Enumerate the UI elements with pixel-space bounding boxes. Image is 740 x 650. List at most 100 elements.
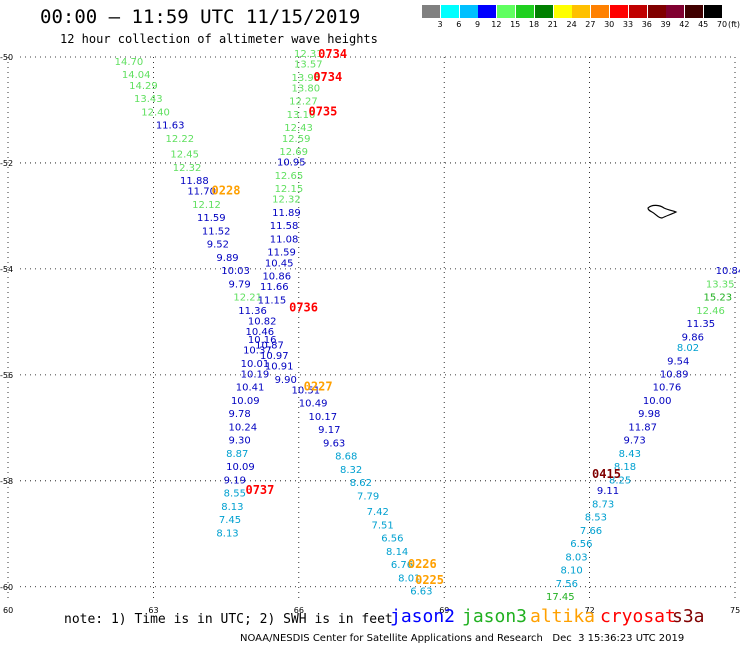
wave-height-value: 12.15	[275, 184, 304, 195]
color-scale-label: 15	[510, 20, 521, 29]
wave-height-value: 9.89	[216, 253, 238, 264]
wave-height-value: 9.73	[624, 436, 646, 447]
wave-height-value: 13.57	[294, 60, 323, 71]
wave-height-value: 9.79	[229, 279, 251, 290]
wave-height-value: 12.27	[289, 97, 318, 108]
color-scale-label: 12	[491, 20, 502, 29]
y-tick-label: -50	[0, 53, 13, 62]
wave-height-value: 13.43	[134, 94, 163, 105]
wave-height-value: 9.78	[229, 409, 251, 420]
wave-height-value: 6.56	[381, 534, 403, 545]
wave-height-value: 17.45	[546, 592, 575, 603]
wave-height-value: 8.73	[592, 499, 614, 510]
x-tick-label: 63	[148, 606, 158, 615]
y-tick-label: -58	[0, 477, 13, 486]
color-scale-label: 42	[679, 20, 690, 29]
wave-height-value: 12.69	[279, 147, 308, 158]
axis-ticks: 60 63 66 69 72 75 -50 -52 -54 -56 -58 -60	[0, 53, 740, 615]
satellite-legend-jason3: jason3	[462, 606, 528, 627]
color-scale-label: 27	[585, 20, 596, 29]
pass-time-label: 0226	[408, 557, 437, 571]
wave-height-value: 6.56	[570, 539, 592, 550]
wave-height-value: 12.21	[233, 293, 262, 304]
color-scale-swatch	[591, 5, 610, 18]
wave-height-value: 8.55	[224, 489, 246, 500]
wave-height-value: 14.04	[122, 70, 151, 81]
wave-height-value: 8.43	[619, 449, 641, 460]
wave-height-value: 12.22	[166, 134, 195, 145]
wave-height-value: 8.13	[216, 528, 238, 539]
satellite-legend-jason2: jason2	[390, 606, 456, 627]
wave-height-value: 11.52	[202, 226, 231, 237]
wave-height-value: 10.17	[308, 412, 337, 423]
pass-time-label: 0228	[212, 184, 241, 198]
wave-height-value: 10.03	[221, 266, 250, 277]
pass-time-label: 0227	[304, 380, 333, 394]
color-scale-unit: (ft)	[728, 20, 740, 29]
pass-time-label: 0225	[415, 573, 444, 587]
wave-height-value: 9.17	[318, 425, 340, 436]
island-outline	[647, 204, 678, 219]
x-tick-label: 66	[294, 606, 304, 615]
pass-time-layer: 0734 0734 0735 0228 0736 0227 0737 0226 0225 0415	[212, 47, 621, 587]
wave-height-value: 12.65	[275, 171, 304, 182]
y-tick-label: -54	[0, 265, 13, 274]
color-scale-swatch	[440, 5, 459, 18]
x-tick-label: 69	[439, 606, 449, 615]
wave-height-value: 8.68	[335, 452, 357, 463]
color-scale-swatch	[497, 5, 516, 18]
color-scale-label: 9	[475, 20, 481, 29]
pass-time-label: 0734	[313, 70, 342, 84]
wave-height-value: 12.59	[282, 134, 311, 145]
pass-time-label: 0737	[245, 483, 274, 497]
wave-height-value: 10.41	[236, 383, 265, 394]
wave-height-value: 8.03	[565, 552, 587, 563]
map-subtitle: 12 hour collection of altimeter wave hei…	[60, 32, 378, 46]
wave-height-value: 14.70	[115, 57, 144, 68]
wave-height-value: 12.12	[192, 200, 221, 211]
wave-height-value: 7.56	[556, 579, 578, 590]
wave-height-value: 7.45	[219, 515, 241, 526]
color-scale-swatch	[534, 5, 553, 18]
color-scale-label: 30	[604, 20, 615, 29]
color-scale-swatch	[685, 5, 704, 18]
color-scale-swatch	[704, 5, 722, 18]
color-scale-label: 18	[528, 20, 540, 29]
wave-height-value: 12.32	[173, 163, 202, 174]
wave-height-value: 8.25	[609, 475, 631, 486]
wave-height-value: 11.08	[270, 234, 299, 245]
color-scale-swatch	[422, 5, 440, 18]
color-scale-label: 36	[641, 20, 652, 29]
color-scale-swatch	[628, 5, 647, 18]
wave-height-value: 10.91	[265, 362, 294, 373]
wave-height-value: 10.46	[245, 327, 274, 338]
color-scale-label: 45	[698, 20, 709, 29]
color-scale-swatch	[647, 5, 666, 18]
wave-height-value: 11.66	[260, 282, 289, 293]
map-title: 00:00 – 11:59 UTC 11/15/2019	[40, 6, 361, 28]
wave-height-value: 10.49	[299, 399, 328, 410]
wave-height-value: 13.93	[292, 73, 321, 84]
wave-height-value: 10.24	[229, 422, 258, 433]
wave-height-value: 10.89	[660, 370, 689, 381]
x-tick-label: 72	[585, 606, 595, 615]
x-tick-label: 75	[730, 606, 740, 615]
wave-height-value: 7.66	[580, 526, 602, 537]
color-scale-swatch	[572, 5, 591, 18]
wave-height-value: 10.95	[277, 158, 306, 169]
wave-height-value: 10.87	[255, 340, 284, 351]
wave-height-value: 11.58	[270, 221, 299, 232]
pass-time-label: 0415	[592, 467, 621, 481]
wave-height-value: 11.35	[687, 319, 716, 330]
wave-height-value: 11.87	[628, 422, 657, 433]
wave-height-value: 11.89	[272, 208, 301, 219]
wave-height-value: 10.76	[653, 383, 682, 394]
color-scale-label: 6	[456, 20, 462, 29]
wave-height-value: 10.16	[248, 335, 277, 346]
footer-credit: NOAA/NESDIS Center for Satellite Applica…	[240, 633, 685, 644]
wave-height-value: 10.37	[243, 346, 272, 357]
wave-height-value: 10.45	[265, 258, 294, 269]
wave-height-value: 8.62	[350, 478, 372, 489]
